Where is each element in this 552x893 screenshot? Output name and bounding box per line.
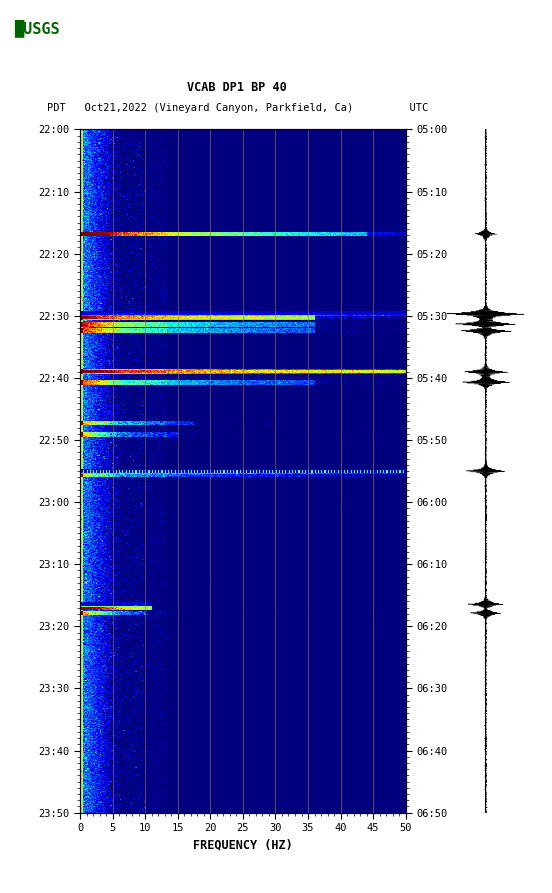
Text: █USGS: █USGS	[14, 20, 60, 38]
Text: PDT   Oct21,2022 (Vineyard Canyon, Parkfield, Ca)         UTC: PDT Oct21,2022 (Vineyard Canyon, Parkfie…	[47, 104, 428, 113]
Text: VCAB DP1 BP 40: VCAB DP1 BP 40	[188, 80, 287, 94]
X-axis label: FREQUENCY (HZ): FREQUENCY (HZ)	[193, 839, 293, 852]
